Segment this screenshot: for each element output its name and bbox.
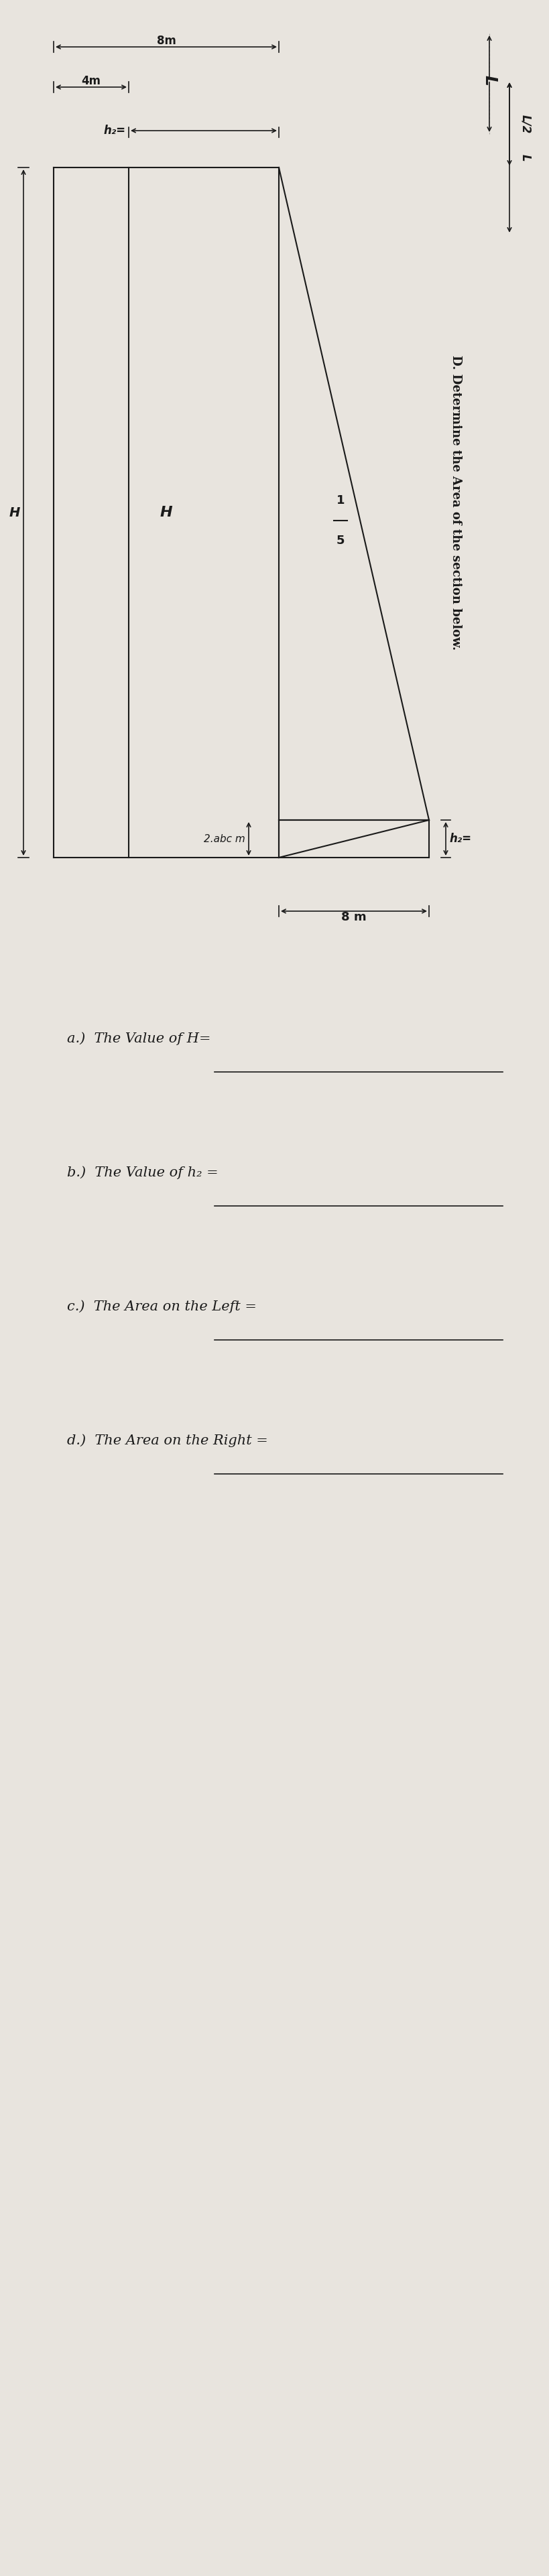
Text: h₂=: h₂= [103,124,125,137]
Text: b.)  The Value of h₂ =: b.) The Value of h₂ = [67,1167,218,1180]
Text: L/2: L/2 [519,113,531,134]
Text: L: L [519,155,531,160]
Text: 4m: 4m [81,75,101,88]
Text: d.)  The Area on the Right =: d.) The Area on the Right = [67,1435,268,1448]
Text: H: H [160,505,172,520]
Text: c.)  The Area on the Left =: c.) The Area on the Left = [67,1301,256,1314]
Text: D. Determine the Area of the section below.: D. Determine the Area of the section bel… [449,355,461,649]
Text: 8m: 8m [156,36,176,46]
Text: 2.abc m: 2.abc m [204,835,245,845]
Text: h₂=: h₂= [449,832,470,845]
Text: H: H [9,505,20,518]
Text: 8 m: 8 m [341,912,366,922]
Text: 1: 1 [336,495,344,507]
Text: L: L [481,75,497,85]
Text: 5: 5 [336,536,344,546]
Text: a.)  The Value of H=: a.) The Value of H= [67,1033,211,1046]
